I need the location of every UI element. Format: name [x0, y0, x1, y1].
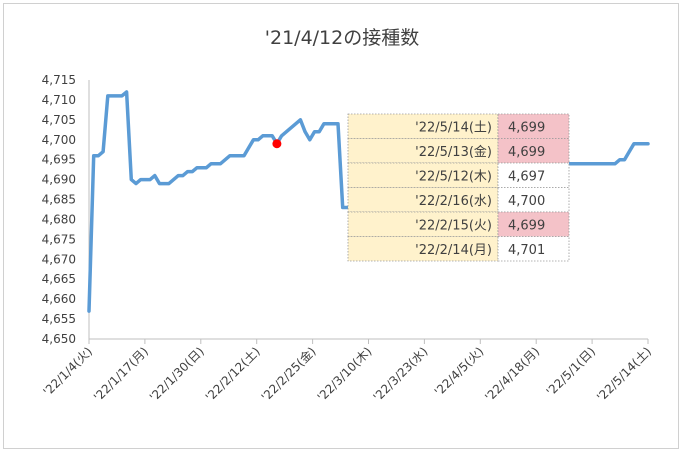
- x-tick-label: '22/4/18(月): [482, 344, 542, 404]
- highlight-marker: [272, 139, 282, 149]
- table-date-cell: [347, 236, 499, 262]
- table-value-cell: [497, 162, 570, 188]
- table-date-cell: [347, 211, 499, 237]
- y-tick-label: 4,705: [42, 113, 76, 127]
- y-axis: 4,650 4,655 4,660 4,665 4,670 4,675 4,680 4,685…: [42, 73, 90, 346]
- table-value-text: 4,699: [508, 145, 545, 160]
- x-tick-label: '22/1/17(月): [91, 344, 151, 404]
- x-tick-label: '22/1/4(火): [40, 344, 95, 399]
- table-date-text: '22/5/12(木): [415, 169, 492, 184]
- x-tick-label: '22/4/5(火): [432, 344, 487, 399]
- table-value-text: 4,699: [508, 120, 545, 135]
- table-date-text: '22/5/13(金): [415, 144, 492, 160]
- x-tick-label: '22/5/14(土): [594, 344, 654, 404]
- x-tick-label: '22/2/12(土): [203, 344, 263, 404]
- x-tick-label: '22/3/10(木): [315, 344, 375, 404]
- table-date-text: '22/5/14(土): [415, 120, 492, 135]
- x-tick-label: '22/2/25(金): [258, 344, 319, 405]
- table-value-cell: [497, 113, 570, 139]
- table-value-text: 4,697: [508, 169, 545, 184]
- chart-title: '21/4/12の接種数: [265, 27, 419, 49]
- y-tick-label: 4,650: [42, 332, 76, 346]
- table-value-cell: [497, 236, 570, 262]
- table-value-text: 4,699: [508, 218, 545, 233]
- y-tick-label: 4,665: [42, 272, 76, 286]
- table-date-text: '22/2/16(水): [415, 194, 492, 209]
- x-tick-label: '22/5/1(日): [544, 344, 599, 399]
- table-value-text: 4,700: [508, 194, 545, 209]
- y-tick-label: 4,690: [42, 173, 76, 187]
- table-date-text: '22/2/14(月): [415, 243, 492, 258]
- x-tick-label: '22/3/23(水): [370, 344, 430, 404]
- y-tick-label: 4,715: [42, 73, 76, 87]
- x-axis: '22/1/4(火)'22/1/17(月)'22/1/30(日)'22/2/12…: [40, 338, 654, 405]
- y-tick-label: 4,710: [42, 93, 76, 107]
- y-tick-label: 4,695: [42, 153, 76, 167]
- marker-layer: [272, 139, 282, 149]
- table-value-cell: [497, 138, 570, 164]
- table-date-text: '22/2/15(火): [415, 218, 492, 233]
- y-tick-label: 4,700: [42, 133, 76, 147]
- y-tick-label: 4,675: [42, 232, 76, 246]
- y-tick-label: 4,660: [42, 292, 76, 306]
- table-value-cell: [497, 187, 570, 213]
- table-value-text: 4,701: [508, 243, 545, 258]
- y-tick-label: 4,680: [42, 212, 76, 226]
- table-value-cell: [497, 211, 570, 237]
- x-tick-label: '22/1/30(日): [147, 344, 207, 404]
- y-tick-label: 4,685: [42, 193, 76, 207]
- table-date-cell: [347, 138, 499, 164]
- y-tick-label: 4,670: [42, 252, 76, 266]
- data-table: '22/5/14(土) 4,699 '22/5/13(金) 4,699 '22/5/12…: [347, 113, 570, 262]
- y-tick-label: 4,655: [42, 312, 76, 326]
